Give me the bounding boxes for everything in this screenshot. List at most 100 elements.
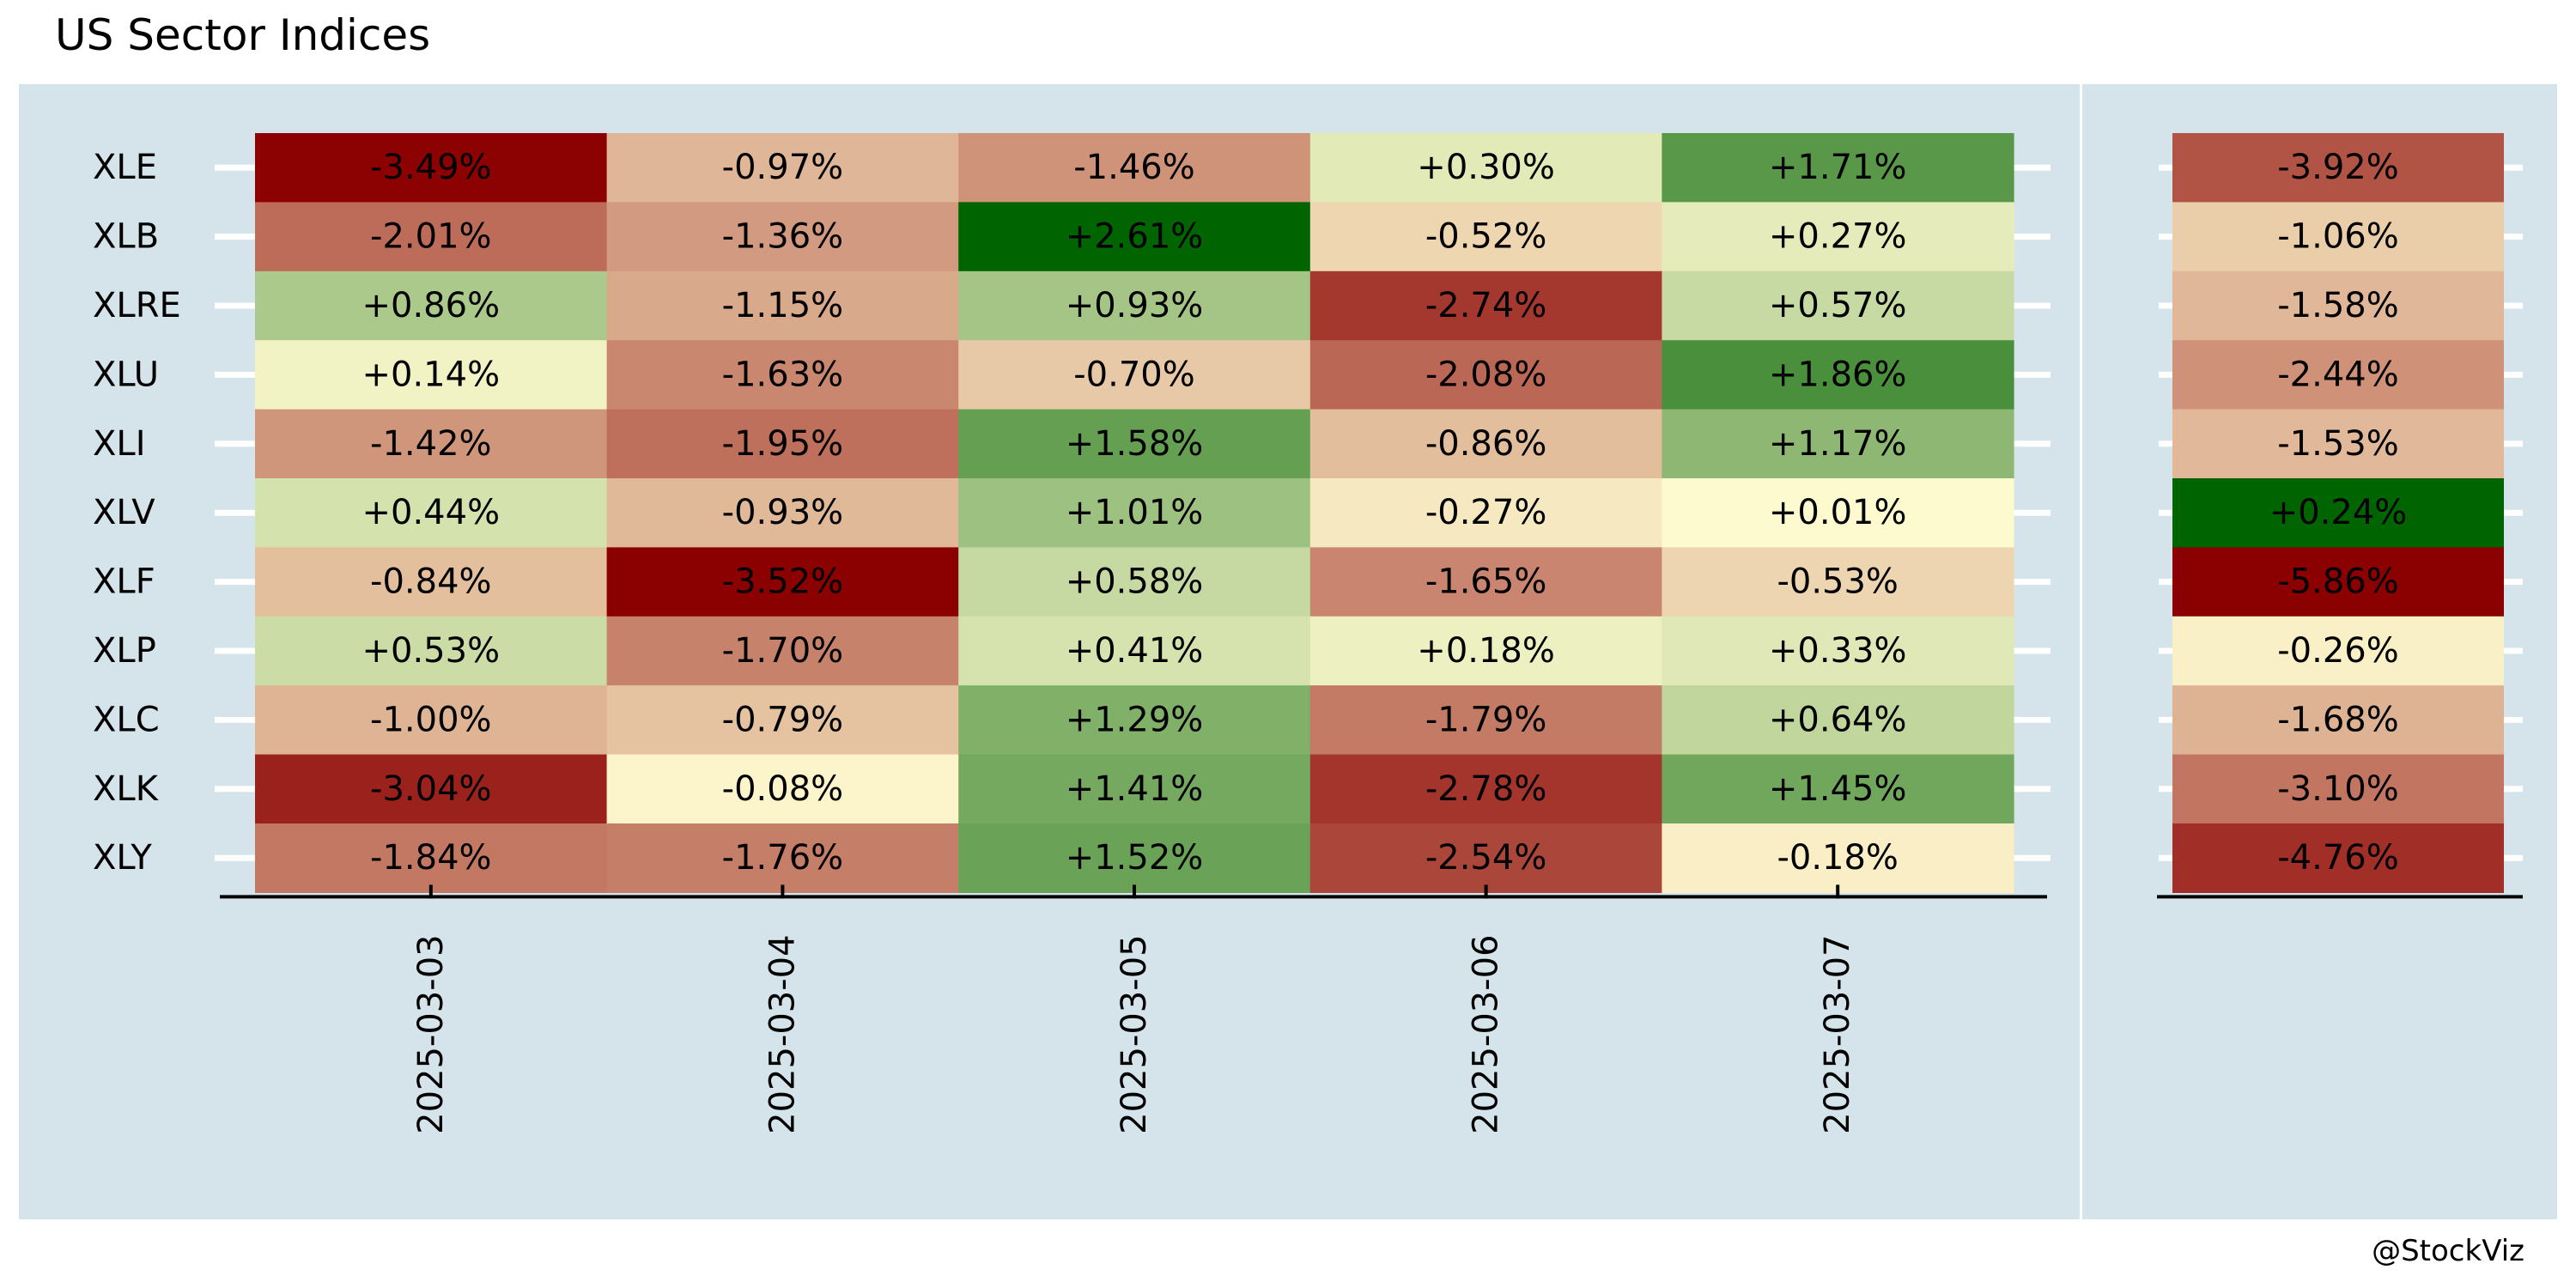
heatmap-cell [1662,823,2014,893]
heatmap-cell [1309,823,1662,893]
cell-value-label: -2.78% [1425,769,1547,809]
cumulative-cell [2172,754,2504,824]
x-tick-label: 2025-03-04 [762,934,802,1133]
heatmap-cell [255,547,608,617]
heatmap-cell [958,823,1311,893]
cell-value-label: -1.36% [722,217,844,257]
heatmap-cell [606,202,959,272]
cell-value-label: -1.46% [1073,148,1195,187]
cell-value-label: +1.86% [1769,355,1907,394]
cumulative-value-label: -5.86% [2277,562,2399,602]
heatmap-cell [1309,547,1662,617]
row-label-xly: XLY [93,838,152,878]
cell-value-label: -1.84% [370,838,492,878]
row-label-xlc: XLC [93,700,160,739]
heatmap-cell [606,478,959,548]
heatmap-cell [958,202,1311,272]
cumulative-value-label: -2.44% [2277,355,2399,394]
cumulative-value-label: +0.24% [2269,493,2408,532]
cell-value-label: +1.01% [1066,493,1204,532]
cell-value-label: -0.27% [1425,493,1547,532]
cell-value-label: -1.76% [722,838,844,878]
heatmap-cell [606,340,959,410]
cell-value-label: +0.27% [1769,217,1907,257]
heatmap-cell [606,685,959,756]
cell-value-label: -0.93% [722,493,844,532]
heatmap-cell [1309,685,1662,756]
heatmap-cell [255,409,608,479]
cell-value-label: +0.33% [1769,631,1907,671]
row-label-xlu: XLU [93,355,159,394]
row-label-xlk: XLK [93,769,160,809]
cumulative-cell [2172,202,2504,272]
cell-value-label: +0.86% [362,286,501,325]
x-tick-label: 2025-03-06 [1467,934,1506,1133]
heatmap-cell [958,754,1311,824]
heatmap-cell [606,133,959,203]
cell-value-label: +1.41% [1066,769,1204,809]
cell-value-label: -1.42% [370,424,492,464]
cell-value-label: -1.63% [722,355,844,394]
cell-value-label: -2.01% [370,217,492,257]
heatmap-cell [958,270,1311,341]
cell-value-label: -0.18% [1777,838,1899,878]
cell-value-label: -0.79% [722,700,844,739]
row-label-xle: XLE [93,148,157,187]
heatmap-cell [958,478,1311,548]
cell-value-label: -1.79% [1425,700,1547,739]
x-tick-label: 2025-03-03 [411,934,451,1133]
cell-value-label: +0.53% [362,631,501,671]
heatmap-cell [255,754,608,824]
cumulative-cell [2172,270,2504,341]
cell-value-label: +0.57% [1769,286,1907,325]
cell-value-label: -1.65% [1425,562,1547,602]
cell-value-label: +0.58% [1066,562,1204,602]
cumulative-cell [2172,478,2504,548]
heatmap-cell [1309,340,1662,410]
cumulative-cell [2172,685,2504,756]
heatmap-cell [1309,478,1662,548]
x-tick-label: 2025-03-05 [1115,934,1154,1133]
caption-credit: @StockViz [2372,1234,2524,1268]
heatmap-cell [1309,616,1662,686]
cell-value-label: -0.97% [722,148,844,187]
heatmap-cell [255,133,608,203]
heatmap-cell [1662,754,2014,824]
heatmap-cell [1662,133,2014,203]
heatmap-cell [255,340,608,410]
row-label-xlf: XLF [93,562,155,602]
cell-value-label: -0.08% [722,769,844,809]
heatmap-cell [1309,133,1662,203]
cell-value-label: -1.15% [722,286,844,325]
cell-value-label: +1.29% [1066,700,1204,739]
x-axes: 2025-03-03 2025-03-04 2025-03-05 2025-03-06… [220,884,2523,1134]
heatmap-cell [1662,409,2014,479]
cumulative-value-label: -1.53% [2277,424,2399,464]
heatmap-cell [958,340,1311,410]
cell-value-label: -3.04% [370,769,492,809]
cell-value-label: +1.58% [1066,424,1204,464]
cell-value-label: +2.61% [1066,217,1204,257]
cell-value-label: -1.00% [370,700,492,739]
heatmap-cell [958,616,1311,686]
heatmap-cell [958,409,1311,479]
cell-value-label: -3.52% [722,562,844,602]
heatmap-cell [958,685,1311,756]
cell-value-label: +0.41% [1066,631,1204,671]
heatmap-cell [958,547,1311,617]
cell-value-label: -2.74% [1425,286,1547,325]
heatmap-cell [255,202,608,272]
cell-value-label: +0.44% [362,493,501,532]
cumulative-value-label: -3.10% [2277,769,2399,809]
heatmap-cell [1662,547,2014,617]
cell-value-label: -0.52% [1425,217,1547,257]
cumulative-value-label: -4.76% [2277,838,2399,878]
cell-value-label: +0.18% [1417,631,1555,671]
row-labels: XLE XLB XLRE XLU XLI XLV XLF XLP XLC XLK XLY [93,148,181,878]
heatmap-cell [1662,685,2014,756]
cell-value-label: -1.95% [722,424,844,464]
row-label-xlb: XLB [93,217,159,257]
heatmap-cell [1309,754,1662,824]
cell-value-label: +1.45% [1769,769,1907,809]
